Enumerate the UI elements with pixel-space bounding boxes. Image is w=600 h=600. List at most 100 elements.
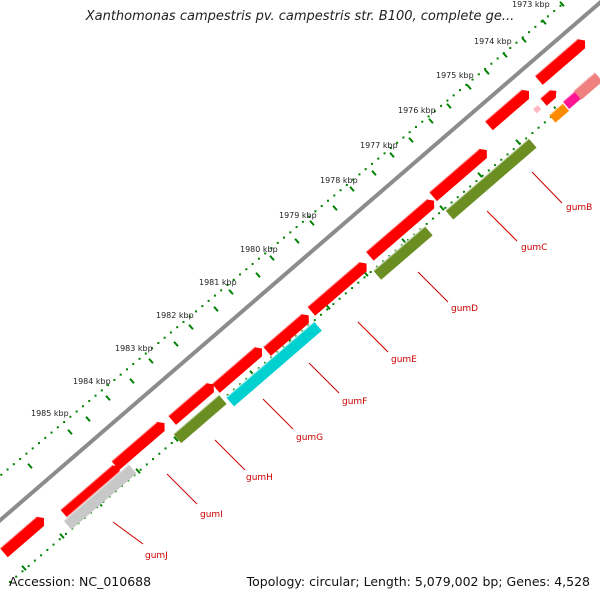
inner-ring-tick [173,436,179,442]
cds-red-gene-body [307,262,367,316]
outer-tick-track-dot [251,262,254,265]
inner-tick-track-dot [332,303,335,306]
outer-tick-track-dot [345,183,348,186]
cds-red-gene [110,421,165,471]
cds-red-gene [59,464,120,519]
genome-backbone-line [0,0,600,524]
inner-ring-tick [439,205,445,211]
cds-red-gene [262,313,309,356]
inner-tick-track-dot [357,281,360,284]
cds-red-gene [534,38,586,85]
outer-tick-track-dot [320,205,323,208]
cds-red-gene [306,261,367,316]
kbp-major-tick [521,37,527,43]
inner-tick-track-dot [40,554,43,557]
outer-tick-track-dot [559,4,562,7]
gene-leader-line [417,271,449,303]
outer-tick-track-dot [100,389,103,392]
outer-tick-track-dot [182,320,185,323]
inner-tick-track-dot [46,548,49,551]
outer-tick-track-dot [195,310,198,313]
inner-tick-track-dot [351,287,354,290]
kbp-minor-tick [389,152,395,158]
kbp-label: 1983 kbp [115,344,153,353]
outer-tick-track-dot [37,442,40,445]
inner-tick-track-dot [487,169,490,172]
inner-tick-track-dot [313,319,316,322]
outer-tick-track-dot [553,10,556,13]
kbp-label: 1976 kbp [398,106,436,115]
outer-tick-track-dot [163,336,166,339]
kbp-minor-tick [228,289,234,295]
gene-orange-block-highlight [548,102,564,116]
gene-gumD-block-body [373,226,433,280]
gene-label-gumE: gumE [391,355,417,365]
inner-tick-track-dot [152,458,155,461]
inner-tick-track-dot [506,153,509,156]
outer-tick-track-dot [308,215,311,218]
outer-tick-track-dot [50,431,53,434]
outer-tick-track-dot [490,62,493,65]
kbp-minor-tick [269,255,275,261]
cds-red-gene-body [60,465,120,519]
inner-tick-track-dot [58,538,61,541]
gene-leader-line [531,171,563,204]
kbp-label: 1974 kbp [474,37,512,46]
inner-tick-track-dot [27,564,30,567]
inner-tick-track-dot [326,308,329,311]
outer-tick-track-dot [232,278,235,281]
cds-red-gene [428,148,487,202]
inner-tick-track-dot [481,174,484,177]
cds-red-gene-highlight [428,148,480,193]
cds-red-small-gene [539,89,557,106]
cds-red-gene [167,382,214,425]
inner-tick-track-dot [543,121,546,124]
outer-tick-track [0,4,562,476]
outer-tick-track-dot [113,378,116,381]
kbp-major-tick [85,416,91,422]
gene-lightpink-marker [532,104,542,114]
kbp-major-tick [213,306,219,312]
gene-gumF-block-body [226,321,322,407]
gene-leader-line [214,439,246,471]
inner-tick-track-dot [9,581,11,583]
gene-label-gumH: gumH [246,473,273,483]
inner-tick-track-dot [525,137,528,140]
kbp-label: 1979 kbp [279,211,317,220]
inner-tick-track-dot [531,132,534,135]
outer-tick-track-dot [151,347,154,350]
gene-pink-block [572,71,600,100]
kbp-minor-tick [67,429,73,435]
kbp-major-tick [484,69,490,75]
kbp-minor-tick [428,118,434,124]
outer-tick-track-dot [19,457,22,460]
outer-tick-track-dot [107,384,110,387]
outer-tick-track-dot [352,178,355,181]
inner-tick-track-dot [158,452,161,455]
cds-red-gene-highlight [484,89,522,122]
kbp-major-tick [129,378,135,384]
outer-tick-track-dot [69,415,72,418]
outer-tick-track-dot [289,231,292,234]
cds-red-gene-highlight [262,313,302,348]
gene-gumH-block-body [173,394,227,444]
inner-ring-tick [21,565,27,571]
gene-gumC-block-body [445,138,537,220]
gene-leader-line [486,210,518,242]
outer-tick-track-dot [239,273,242,276]
inner-tick-track-dot [15,575,18,578]
cds-red-gene [365,198,435,261]
outer-tick-track-dot [25,452,28,455]
outer-tick-track-dot [132,363,135,366]
inner-tick-track-dot [145,463,148,466]
outer-tick-track-dot [509,46,512,49]
cds-red-gene-body [211,347,263,393]
gene-magenta-block [562,90,582,110]
outer-tick-track-dot [245,268,248,271]
cds-red-gene-body [0,516,45,558]
kbp-label: 1975 kbp [436,71,474,80]
outer-tick-track-dot [125,368,128,371]
inner-ring-tick [515,139,521,145]
outer-tick-track-dot [31,447,34,450]
